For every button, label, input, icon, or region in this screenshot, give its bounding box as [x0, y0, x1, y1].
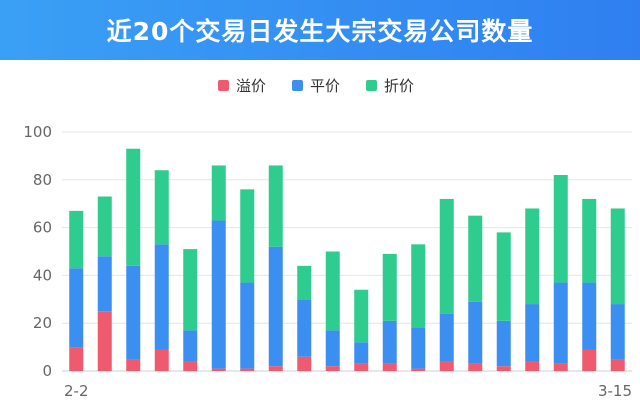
bar-segment-par	[240, 282, 255, 369]
bar-segment-discount	[211, 165, 226, 221]
bar-segment-discount	[525, 208, 540, 305]
stacked-bar-chart: 0 20 40 60 80 100 2-2 3-15 溢价 平价 折价	[23, 77, 632, 400]
bar-segment-discount	[354, 289, 369, 343]
bar-segment-discount	[610, 208, 625, 305]
bar-segment-discount	[582, 198, 597, 283]
bar-segment-discount	[325, 251, 340, 331]
bar-segment-premium	[183, 361, 198, 371]
bar-segment-par	[211, 220, 226, 369]
x-tick-label: 3-15	[598, 382, 632, 400]
bar-segment-premium	[69, 347, 84, 371]
bar-segment-par	[582, 282, 597, 350]
bar-segment-par	[439, 313, 454, 362]
bar-segment-premium	[553, 363, 568, 371]
bar-segment-par	[382, 320, 397, 364]
bar-segment-discount	[97, 196, 112, 257]
y-tick-label: 60	[33, 219, 52, 237]
bar-segment-premium	[468, 363, 483, 371]
bar-segment-par	[69, 268, 84, 348]
grid-lines	[62, 131, 632, 372]
bar-segment-premium	[97, 311, 112, 371]
bar-segment-premium	[496, 366, 511, 371]
bar-segment-premium	[126, 359, 141, 371]
legend-swatch	[292, 80, 303, 91]
legend-swatch	[366, 80, 377, 91]
header-banner: 近20个交易日发生大宗交易公司数量	[0, 0, 640, 60]
x-axis: 2-2 3-15	[64, 382, 632, 400]
bar-segment-par	[411, 327, 426, 369]
bar-segment-discount	[297, 265, 312, 300]
bar-segment-discount	[126, 148, 141, 266]
legend-swatch	[218, 80, 229, 91]
bar-segment-par	[468, 301, 483, 364]
bar-segment-par	[553, 282, 568, 364]
bar-segment-par	[183, 330, 198, 362]
bar-segment-premium	[382, 363, 397, 371]
bar-segment-par	[525, 304, 540, 362]
legend-label: 溢价	[236, 77, 266, 95]
bar-segment-par	[325, 330, 340, 367]
y-tick-label: 0	[42, 362, 52, 380]
y-tick-label: 40	[33, 266, 52, 284]
bar-segment-par	[154, 244, 169, 350]
bar-segment-discount	[439, 198, 454, 314]
x-tick-label: 2-2	[64, 382, 89, 400]
bars	[69, 148, 625, 371]
bar-segment-discount	[268, 165, 283, 247]
bar-segment-discount	[553, 175, 568, 283]
y-axis: 0 20 40 60 80 100	[23, 123, 52, 380]
bar-segment-par	[354, 342, 369, 364]
bar-segment-par	[297, 299, 312, 357]
legend-label: 折价	[384, 77, 414, 95]
bar-segment-premium	[297, 356, 312, 371]
bar-segment-discount	[496, 232, 511, 321]
bar-segment-premium	[211, 368, 226, 371]
bar-segment-par	[268, 246, 283, 367]
legend-label: 平价	[310, 77, 340, 95]
bar-segment-premium	[325, 366, 340, 371]
bar-segment-premium	[154, 349, 169, 371]
bar-segment-par	[126, 265, 141, 360]
bar-segment-par	[610, 304, 625, 360]
y-tick-label: 100	[23, 123, 52, 141]
bar-segment-discount	[382, 253, 397, 321]
chart-title: 近20个交易日发生大宗交易公司数量	[106, 17, 534, 46]
bar-segment-premium	[240, 368, 255, 371]
bar-segment-premium	[439, 361, 454, 371]
bar-segment-par	[97, 256, 112, 312]
bar-segment-discount	[468, 215, 483, 302]
bar-segment-premium	[411, 368, 426, 371]
bar-segment-discount	[183, 249, 198, 331]
bar-segment-premium	[268, 366, 283, 371]
y-tick-label: 20	[33, 314, 52, 332]
bar-segment-premium	[525, 361, 540, 371]
bar-segment-premium	[354, 363, 369, 371]
bar-segment-premium	[582, 349, 597, 371]
bar-segment-premium	[610, 359, 625, 371]
bar-segment-par	[496, 320, 511, 367]
bar-segment-discount	[154, 170, 169, 245]
bar-segment-discount	[240, 189, 255, 283]
legend: 溢价 平价 折价	[218, 77, 414, 95]
bar-segment-discount	[69, 210, 84, 269]
y-tick-label: 80	[33, 171, 52, 189]
bar-segment-discount	[411, 244, 426, 328]
